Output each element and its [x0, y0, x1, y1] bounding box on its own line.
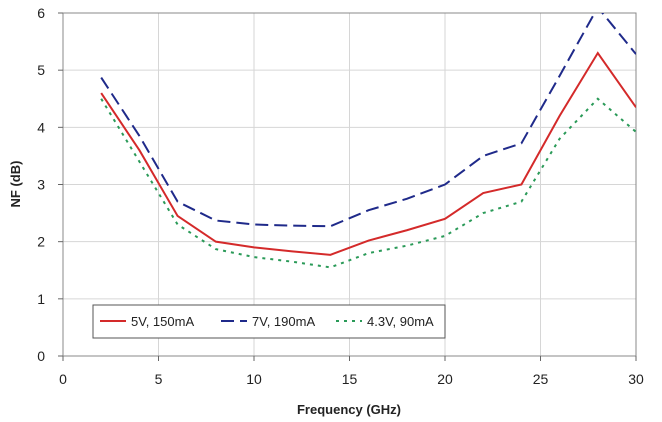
x-tick-label: 10: [246, 371, 262, 387]
legend-label: 5V, 150mA: [131, 314, 194, 329]
y-tick-label: 1: [37, 291, 45, 307]
series-line-2: [100, 13, 636, 228]
x-tick-label: 15: [342, 371, 358, 387]
y-tick-label: 3: [37, 177, 45, 193]
x-axis-ticks: 0 5 10 15 20 25 30: [59, 356, 644, 387]
y-tick-label: 4: [37, 119, 45, 135]
legend-label: 7V, 190mA: [252, 314, 315, 329]
y-tick-label: 6: [37, 5, 45, 21]
x-axis-title: Frequency (GHz): [297, 402, 401, 417]
y-axis-ticks: 0 1 2 3 4 5 6: [37, 5, 63, 364]
legend-label: 4.3V, 90mA: [367, 314, 434, 329]
x-tick-label: 20: [437, 371, 453, 387]
series-lines: [100, 13, 636, 269]
x-tick-label: 30: [628, 371, 644, 387]
x-tick-label: 25: [533, 371, 549, 387]
series-line-1: [100, 51, 636, 256]
legend-box: [92, 304, 446, 339]
y-tick-label: 0: [37, 348, 45, 364]
legend: 5V, 150mA 7V, 190mA 4.3V, 90mA: [92, 304, 446, 339]
y-tick-label: 2: [37, 234, 45, 250]
y-axis-title: NF (dB): [8, 161, 23, 208]
y-tick-label: 5: [37, 62, 45, 78]
x-tick-label: 0: [59, 371, 67, 387]
series-line-3: [100, 97, 636, 269]
x-tick-label: 5: [155, 371, 163, 387]
